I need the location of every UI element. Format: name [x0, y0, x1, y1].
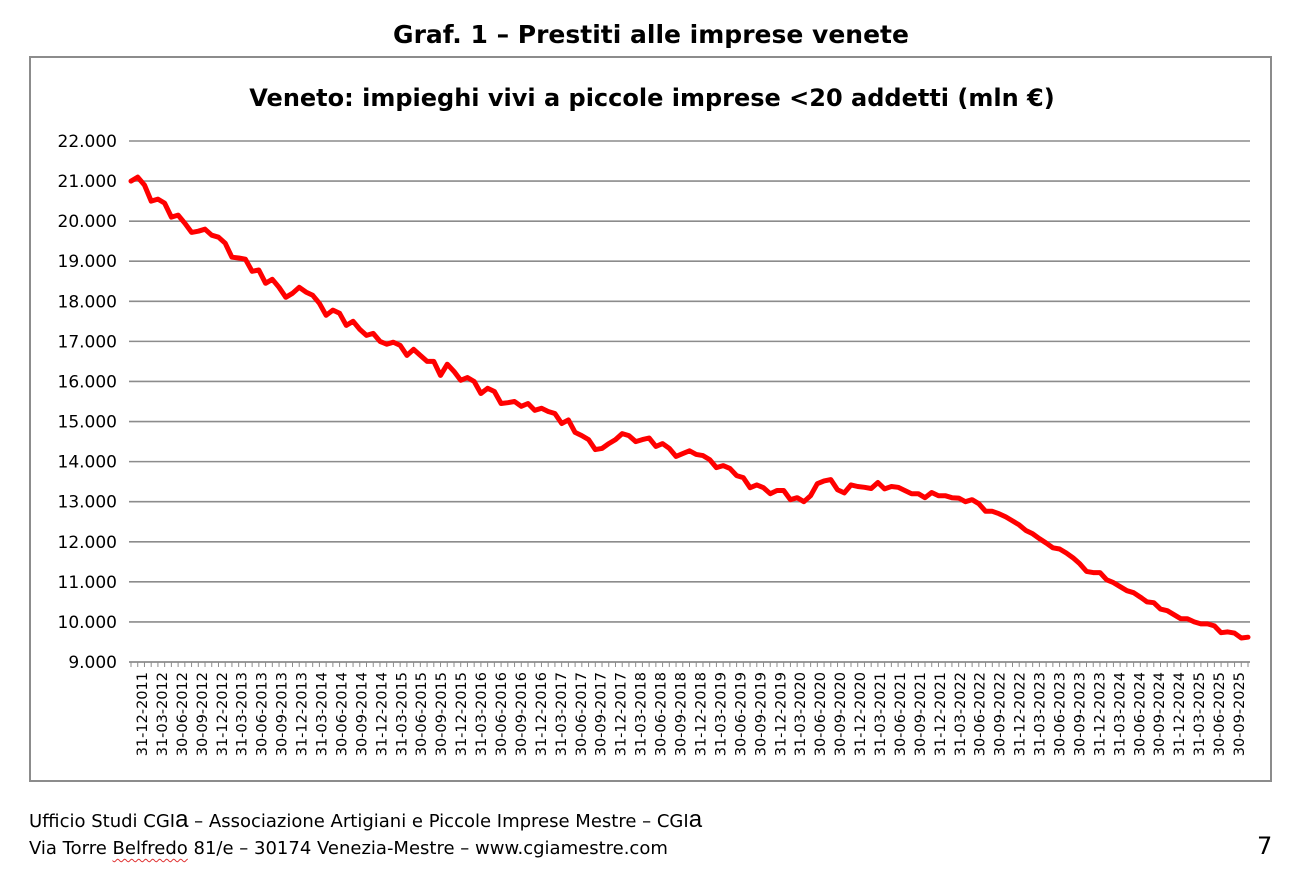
x-tick-label: 30-06-2022: [973, 672, 989, 756]
x-tick-label: 31-12-2011: [135, 672, 151, 756]
x-tick-label: 30-06-2017: [574, 672, 590, 756]
footer-line-1: Ufficio Studi CGIa – Associazione Artigi…: [29, 806, 702, 834]
x-tick-label: 30-09-2015: [434, 672, 450, 756]
x-axis: 31-12-2011 31-03-2012 30-06-2012 30-09-2012…: [129, 661, 1250, 756]
x-tick-label: 31-12-2020: [853, 672, 869, 756]
x-tick-label: 30-06-2012: [175, 672, 191, 756]
y-tick-label: 17.000: [58, 332, 117, 352]
y-tick-label: 16.000: [58, 372, 117, 392]
line-chart: Veneto: impieghi vivi a piccole imprese …: [58, 84, 1251, 756]
x-tick-label: 30-09-2020: [833, 672, 849, 756]
footer-text: – Associazione Artigiani e Piccole Impre…: [188, 811, 689, 832]
series-layer: [128, 174, 1251, 641]
x-tick-label: 30-06-2023: [1052, 672, 1068, 756]
x-tick-label: 31-12-2015: [454, 672, 470, 756]
x-tick-label: 31-12-2016: [534, 672, 550, 756]
figure-heading: Graf. 1 – Prestiti alle imprese venete: [393, 20, 909, 49]
y-tick-label: 15.000: [58, 413, 117, 433]
x-tick-label: 31-03-2014: [315, 672, 331, 756]
x-tick-label: 31-03-2020: [793, 672, 809, 756]
x-tick-label: 30-09-2014: [354, 672, 370, 756]
x-tick-label: 30-06-2014: [334, 672, 350, 756]
y-tick-label: 9.000: [68, 653, 117, 673]
y-tick-label: 21.000: [58, 172, 117, 192]
x-tick-label: 31-03-2015: [394, 672, 410, 756]
gridlines: [129, 140, 1250, 663]
x-tick-label: 31-03-2024: [1112, 672, 1128, 756]
x-tick-label: 30-06-2024: [1132, 672, 1148, 756]
footer-text: Ufficio Studi CGI: [29, 811, 176, 832]
footer-logo-letter: a: [175, 806, 189, 833]
y-tick-label: 10.000: [58, 613, 117, 633]
x-tick-label: 31-12-2021: [933, 672, 949, 756]
y-tick-label: 13.000: [58, 493, 117, 513]
x-tick-label: 31-03-2025: [1192, 672, 1208, 756]
x-tick-label: 31-12-2013: [295, 672, 311, 756]
x-tick-label: 31-03-2022: [953, 672, 969, 756]
x-tick-label: 30-09-2021: [913, 672, 929, 756]
x-tick-label: 31-12-2014: [374, 672, 390, 756]
footer-logo-letter: a: [688, 806, 703, 833]
x-tick-label: 30-06-2013: [255, 672, 271, 756]
x-tick-label: 31-12-2022: [1013, 672, 1029, 756]
x-tick-label: 30-09-2024: [1152, 672, 1168, 756]
y-tick-label: 11.000: [58, 573, 117, 593]
y-tick-label: 20.000: [58, 212, 117, 232]
x-tick-label: 30-06-2019: [733, 672, 749, 756]
chart-frame: Veneto: impieghi vivi a piccole imprese …: [29, 56, 1272, 782]
x-tick-label: 30-09-2012: [195, 672, 211, 756]
x-tick-label: 31-12-2019: [773, 672, 789, 756]
x-tick-label: 30-09-2022: [993, 672, 1009, 756]
x-tick-label: 30-09-2023: [1072, 672, 1088, 756]
x-tick-label: 31-03-2021: [873, 672, 889, 756]
y-tick-label: 18.000: [58, 292, 117, 312]
y-tick-label: 12.000: [58, 533, 117, 553]
x-tick-label: 31-03-2017: [554, 672, 570, 756]
x-tick-label: 30-06-2025: [1212, 672, 1228, 756]
x-tick-label: 31-12-2018: [693, 672, 709, 756]
x-tick-label: 31-03-2023: [1033, 672, 1049, 756]
footer-text: 81/e – 30174 Venezia-Mestre – www.cgiame…: [187, 838, 668, 859]
x-tick-label: 31-12-2017: [614, 672, 630, 756]
x-tick-label: 30-09-2019: [753, 672, 769, 756]
x-tick-label: 30-09-2013: [275, 672, 291, 756]
x-tick-label: 31-12-2023: [1092, 672, 1108, 756]
x-tick-label: 30-09-2016: [514, 672, 530, 756]
x-tick-label: 31-03-2016: [474, 672, 490, 756]
x-tick-label: 30-06-2015: [414, 672, 430, 756]
x-tick-label: 30-06-2021: [893, 672, 909, 756]
y-tick-label: 22.000: [58, 132, 117, 152]
y-axis-labels: 9.000 10.000 11.000 12.000 13.000 14.000 15.00…: [58, 132, 117, 673]
x-tick-label: 31-03-2012: [155, 672, 171, 756]
x-tick-label: 31-12-2012: [215, 672, 231, 756]
y-tick-label: 19.000: [58, 252, 117, 272]
page-number: 7: [1257, 832, 1273, 860]
x-tick-label: 30-06-2016: [494, 672, 510, 756]
footer-text: Via Torre: [29, 838, 113, 859]
x-tick-label: 30-06-2018: [654, 672, 670, 756]
x-tick-label: 31-03-2018: [634, 672, 650, 756]
x-tick-label: 30-09-2017: [594, 672, 610, 756]
x-tick-label: 30-06-2020: [813, 672, 829, 756]
x-tick-label: 30-09-2018: [674, 672, 690, 756]
y-tick-label: 14.000: [58, 453, 117, 473]
footer-line-2: Via Torre Belfredo 81/e – 30174 Venezia-…: [29, 838, 668, 859]
chart-title: Veneto: impieghi vivi a piccole imprese …: [249, 84, 1054, 112]
footer-street-name: Belfredo: [112, 838, 188, 859]
x-tick-label: 31-12-2024: [1172, 672, 1188, 756]
series-line: [128, 174, 1251, 641]
x-tick-label: 31-03-2013: [235, 672, 251, 756]
x-tick-label: 30-09-2025: [1232, 672, 1248, 756]
x-tick-label: 31-03-2019: [713, 672, 729, 756]
